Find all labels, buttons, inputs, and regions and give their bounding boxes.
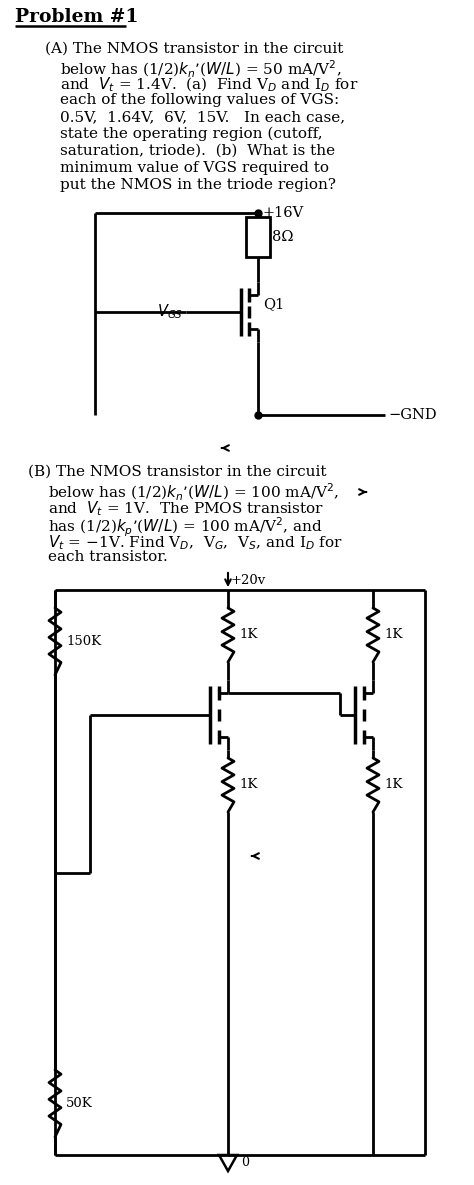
Text: and  $V_t$ = 1V.  The PMOS transistor: and $V_t$ = 1V. The PMOS transistor — [48, 499, 324, 518]
Text: has (1/2)$k_p$’($W/L$) = 100 mA/V$^2$, and: has (1/2)$k_p$’($W/L$) = 100 mA/V$^2$, a… — [48, 515, 323, 539]
Text: minimum value of VGS required to: minimum value of VGS required to — [60, 161, 329, 175]
Text: and  $V_t$ = 1.4V.  (a)  Find V$_D$ and I$_D$ for: and $V_t$ = 1.4V. (a) Find V$_D$ and I$_… — [60, 76, 358, 95]
Text: below has (1/2)$k_n$’($W/L$) = 50 mA/V$^2$,: below has (1/2)$k_n$’($W/L$) = 50 mA/V$^… — [60, 59, 341, 81]
Text: 1K: 1K — [239, 628, 257, 641]
Text: 8Ω: 8Ω — [272, 230, 293, 244]
Text: state the operating region (cutoff,: state the operating region (cutoff, — [60, 127, 323, 141]
Text: 150K: 150K — [66, 635, 101, 648]
Text: 0: 0 — [241, 1157, 249, 1170]
Text: 1K: 1K — [239, 779, 257, 792]
Text: $V_t$ = −1V. Find V$_D$,  V$_G$,  V$_S$, and I$_D$ for: $V_t$ = −1V. Find V$_D$, V$_G$, V$_S$, a… — [48, 533, 343, 552]
Text: (A) The NMOS transistor in the circuit: (A) The NMOS transistor in the circuit — [45, 41, 343, 56]
Text: +16V: +16V — [263, 206, 304, 220]
Text: put the NMOS in the triode region?: put the NMOS in the triode region? — [60, 178, 336, 192]
Text: −GND: −GND — [388, 408, 437, 422]
Text: +20v: +20v — [231, 574, 266, 587]
Bar — [246, 217, 270, 257]
Text: each of the following values of VGS:: each of the following values of VGS: — [60, 92, 339, 107]
Text: Q1: Q1 — [263, 297, 284, 310]
Text: (B) The NMOS transistor in the circuit: (B) The NMOS transistor in the circuit — [28, 465, 327, 479]
Text: saturation, triode).  (b)  What is the: saturation, triode). (b) What is the — [60, 145, 335, 158]
Text: below has (1/2)$k_n$’($W/L$) = 100 mA/V$^2$,: below has (1/2)$k_n$’($W/L$) = 100 mA/V$… — [48, 482, 339, 504]
Text: Problem #1: Problem #1 — [15, 8, 138, 26]
Text: 0.5V,  1.64V,  6V,  15V.   In each case,: 0.5V, 1.64V, 6V, 15V. In each case, — [60, 110, 345, 124]
Text: 1K: 1K — [384, 779, 402, 792]
Text: each transistor.: each transistor. — [48, 550, 168, 564]
Text: $V_{GS}$: $V_{GS}$ — [157, 302, 183, 321]
Text: 50K: 50K — [66, 1097, 93, 1110]
Text: 1K: 1K — [384, 628, 402, 641]
